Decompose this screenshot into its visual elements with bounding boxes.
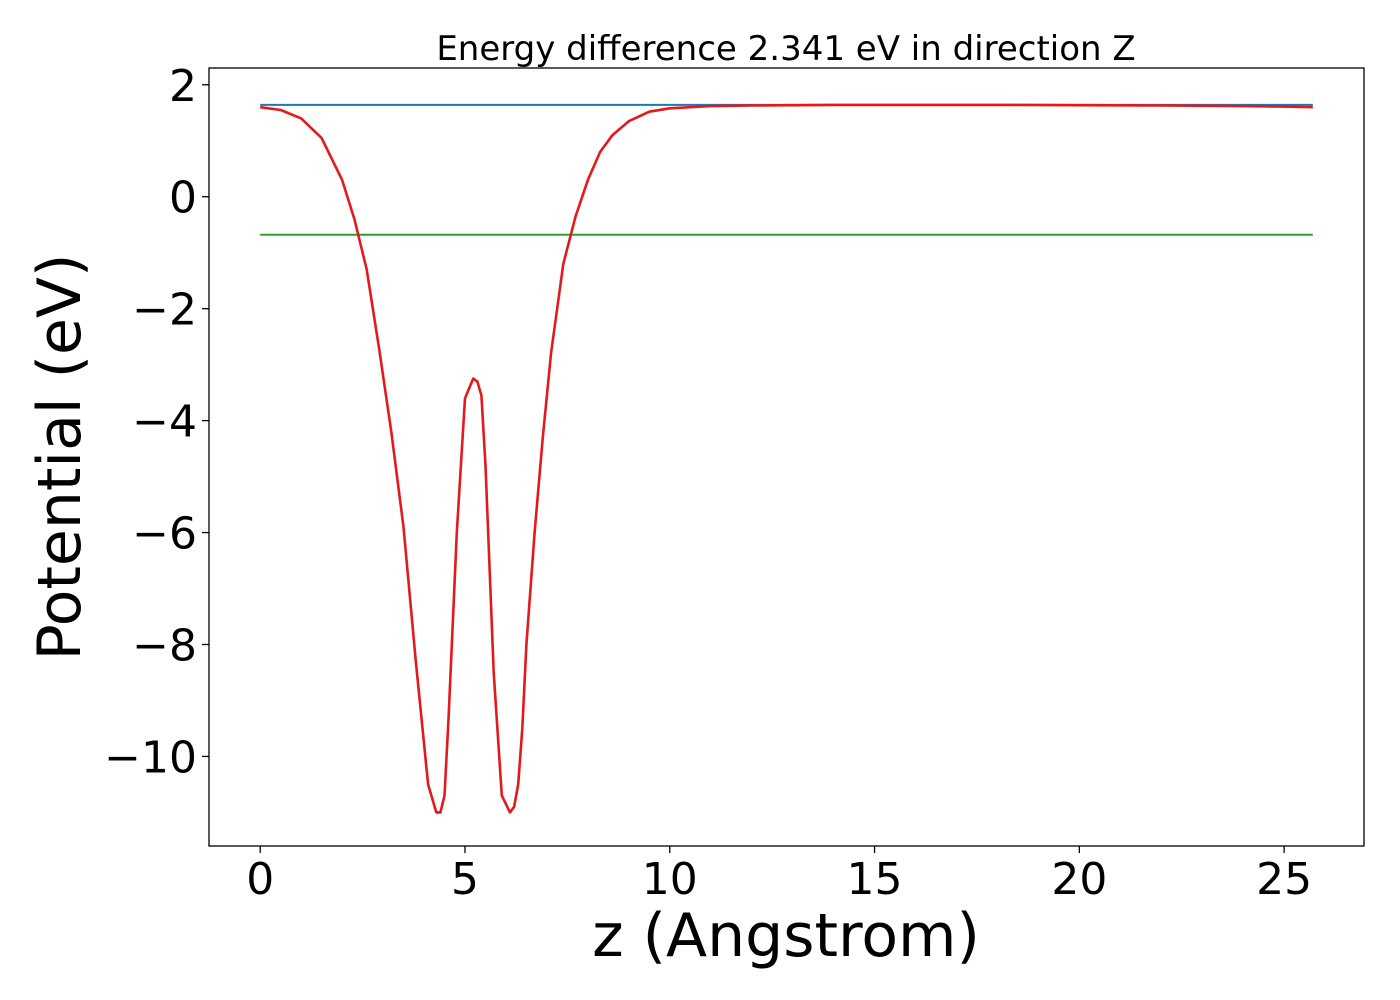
plot-frame <box>208 67 1365 847</box>
x-tick-label: 25 <box>1256 854 1312 905</box>
y-tick-label: −2 <box>132 285 197 336</box>
series-line-2 <box>260 103 1313 814</box>
y-tick-label: −4 <box>132 397 197 448</box>
series-layer <box>260 103 1313 814</box>
y-tick-label: 2 <box>169 61 197 112</box>
x-axis-label: z (Angstrom) <box>592 901 980 971</box>
chart-title: Energy difference 2.341 eV in direction … <box>436 29 1135 69</box>
y-axis-label: Potential (eV) <box>25 254 95 661</box>
x-tick-label: 0 <box>246 854 274 905</box>
y-tick-label: −8 <box>132 621 197 672</box>
x-tick-label: 10 <box>642 854 698 905</box>
y-tick-label: −10 <box>104 732 197 783</box>
y-tick-label: −6 <box>132 509 197 560</box>
x-tick-label: 15 <box>847 854 903 905</box>
y-tick-label: 0 <box>169 173 197 224</box>
x-tick-label: 5 <box>451 854 479 905</box>
x-tick-label: 20 <box>1051 854 1107 905</box>
